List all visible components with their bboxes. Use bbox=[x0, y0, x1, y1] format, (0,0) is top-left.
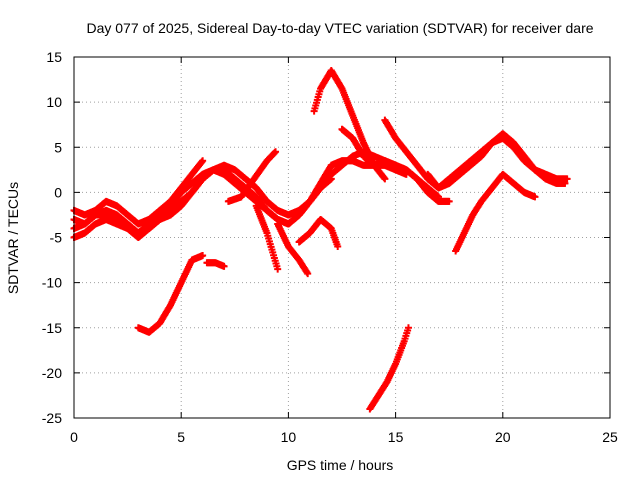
data-point bbox=[404, 324, 412, 332]
data-series-track-6 bbox=[203, 259, 228, 270]
y-tick-label: -15 bbox=[42, 320, 62, 336]
data-series-track-15 bbox=[452, 170, 539, 255]
data-series-track-10 bbox=[295, 215, 342, 251]
data-point bbox=[199, 157, 207, 165]
data-point bbox=[274, 265, 282, 273]
data-series-track-12 bbox=[338, 125, 410, 178]
grid-lines bbox=[74, 57, 610, 418]
y-tick-label: 10 bbox=[46, 94, 62, 110]
data-point bbox=[531, 193, 539, 201]
y-axis-label: SDTVAR / TECUs bbox=[5, 182, 21, 294]
data-series-track-5 bbox=[134, 252, 207, 336]
data-point bbox=[402, 170, 410, 178]
y-tick-label: -20 bbox=[42, 365, 62, 381]
x-tick-label: 0 bbox=[70, 429, 78, 445]
data-point bbox=[272, 148, 280, 156]
x-tick-label: 20 bbox=[495, 429, 511, 445]
data-series-track-8 bbox=[252, 202, 282, 273]
data-series-track-7 bbox=[224, 148, 280, 205]
x-axis-label: GPS time / hours bbox=[287, 457, 394, 473]
data-point bbox=[334, 243, 342, 251]
data-series-track-9 bbox=[274, 220, 312, 278]
data-point bbox=[220, 262, 228, 270]
y-tick-label: 0 bbox=[54, 184, 62, 200]
x-tick-label: 10 bbox=[281, 429, 297, 445]
y-tick-label: 5 bbox=[54, 139, 62, 155]
data-series-track-16 bbox=[366, 324, 412, 413]
y-tick-label: -5 bbox=[50, 230, 63, 246]
data-point bbox=[199, 252, 207, 260]
data-series-track-4 bbox=[70, 157, 207, 228]
data-point bbox=[327, 175, 335, 183]
y-tick-label: -10 bbox=[42, 275, 62, 291]
data-point bbox=[563, 175, 571, 183]
data-point bbox=[381, 175, 389, 183]
y-tick-label: -25 bbox=[42, 410, 62, 426]
data-point bbox=[445, 197, 453, 205]
plot-frame bbox=[73, 56, 611, 419]
x-tick-label: 15 bbox=[388, 429, 404, 445]
x-tick-label: 25 bbox=[602, 429, 618, 445]
data-point bbox=[304, 270, 312, 278]
data-series bbox=[70, 67, 571, 413]
x-tick-label: 5 bbox=[177, 429, 185, 445]
data-series-track-14 bbox=[424, 130, 571, 192]
axis-ticks: 0 5 10 15 20 25 -25 -20 -15 -10 -5 0 5 10 15 bbox=[42, 49, 618, 445]
y-tick-label: 15 bbox=[46, 49, 62, 65]
chart-title: Day 077 of 2025, Sidereal Day-to-day VTE… bbox=[86, 20, 593, 36]
data-series-track-13 bbox=[381, 116, 569, 192]
